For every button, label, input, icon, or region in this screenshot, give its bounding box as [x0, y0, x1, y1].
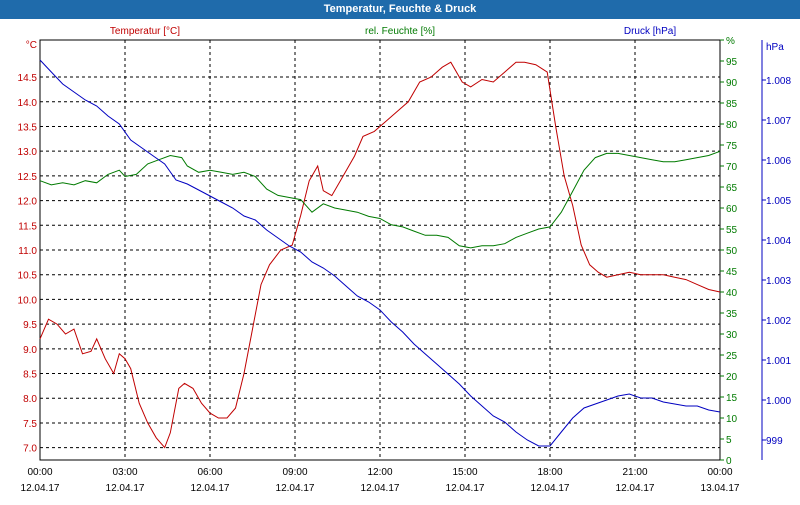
x-tick-date: 13.04.17	[701, 483, 740, 494]
x-tick-time: 21:00	[622, 467, 647, 478]
series-line-pressure	[39, 59, 721, 447]
weather-line-chart: 00:00 12.04.17 03:00 12.04.17 06:00 12.04.17 0…	[18, 26, 792, 494]
humidity-tick-label: 60	[726, 204, 738, 215]
x-tick-time: 03:00	[112, 467, 137, 478]
pressure-tick-label: 1.006	[766, 156, 791, 167]
temperature-tick-label: 7.0	[23, 444, 37, 455]
temperature-tick-label: 7.5	[23, 419, 37, 430]
pressure-tick-label: 1.004	[766, 236, 791, 247]
pressure-tick-label: 1.003	[766, 276, 791, 287]
temperature-tick-label: 12.5	[18, 172, 38, 183]
window-title: Temperatur, Feuchte & Druck	[0, 0, 800, 19]
humidity-tick-label: 15	[726, 393, 738, 404]
x-tick-date: 12.04.17	[531, 483, 570, 494]
humidity-tick-label: 75	[726, 141, 738, 152]
legend-temperature: Temperatur [°C]	[110, 26, 180, 37]
temperature-tick-label: 10.5	[18, 271, 38, 282]
pressure-tick-label: 1.001	[766, 356, 791, 367]
temperature-tick-label: 12.0	[18, 197, 38, 208]
pressure-tick-label: 1.002	[766, 316, 791, 327]
pressure-tick-label: 1.008	[766, 76, 791, 87]
temperature-tick-label: 9.5	[23, 320, 37, 331]
x-tick-time: 06:00	[197, 467, 222, 478]
temperature-tick-label: 14.0	[18, 98, 38, 109]
humidity-tick-label: 30	[726, 330, 738, 341]
temperature-tick-label: 11.5	[18, 221, 37, 232]
humidity-tick-label: 80	[726, 120, 738, 131]
series-line-humidity	[39, 150, 721, 249]
humidity-tick-label: 35	[726, 309, 738, 320]
humidity-tick-label: 65	[726, 183, 738, 194]
humidity-tick-label: 5	[726, 435, 732, 446]
humidity-tick-label: 45	[726, 267, 738, 278]
x-tick-time: 15:00	[452, 467, 477, 478]
temperature-tick-label: 8.5	[23, 370, 37, 381]
x-tick-date: 12.04.17	[106, 483, 145, 494]
chart-area: 00:00 12.04.17 03:00 12.04.17 06:00 12.04.17 0…	[0, 19, 800, 500]
humidity-tick-label: 90	[726, 78, 738, 89]
x-tick-time: 00:00	[27, 467, 52, 478]
temperature-tick-label: 14.5	[18, 73, 38, 84]
temperature-tick-label: 9.0	[23, 345, 37, 356]
x-tick-time: 09:00	[282, 467, 307, 478]
legend-pressure: Druck [hPa]	[624, 26, 676, 37]
x-tick-date: 12.04.17	[446, 483, 485, 494]
x-tick-date: 12.04.17	[21, 483, 60, 494]
pressure-tick-label: 1.007	[766, 116, 791, 127]
humidity-tick-label: 40	[726, 288, 738, 299]
humidity-tick-label: 85	[726, 99, 738, 110]
temperature-tick-label: 13.0	[18, 147, 38, 158]
humidity-tick-label: 20	[726, 372, 738, 383]
humidity-tick-label: 50	[726, 246, 738, 257]
humidity-tick-label: 55	[726, 225, 738, 236]
temperature-tick-label: 11.0	[18, 246, 37, 257]
pressure-tick-label: 1.005	[766, 196, 791, 207]
humidity-tick-label: 95	[726, 57, 738, 68]
temperature-tick-label: 10.0	[18, 295, 38, 306]
humidity-tick-label: 10	[726, 414, 738, 425]
x-tick-date: 12.04.17	[361, 483, 400, 494]
x-tick-time: 12:00	[367, 467, 392, 478]
temperature-tick-label: 8.0	[23, 394, 37, 405]
x-tick-time: 00:00	[707, 467, 732, 478]
humidity-tick-label: 70	[726, 162, 738, 173]
humidity-tick-label: 0	[726, 456, 732, 467]
x-tick-time: 18:00	[537, 467, 562, 478]
x-tick-date: 12.04.17	[616, 483, 655, 494]
pressure-tick-label: 999	[766, 436, 783, 447]
humidity-tick-label: 25	[726, 351, 738, 362]
series-line-temperature	[39, 61, 721, 449]
legend-humidity: rel. Feuchte [%]	[365, 26, 435, 37]
pressure-axis-unit: hPa	[766, 42, 784, 53]
temperature-tick-label: 13.5	[18, 122, 38, 133]
humidity-axis-unit: %	[726, 36, 735, 47]
temperature-axis-unit: °C	[26, 40, 37, 51]
x-tick-date: 12.04.17	[276, 483, 315, 494]
pressure-tick-label: 1.000	[766, 396, 791, 407]
x-tick-date: 12.04.17	[191, 483, 230, 494]
